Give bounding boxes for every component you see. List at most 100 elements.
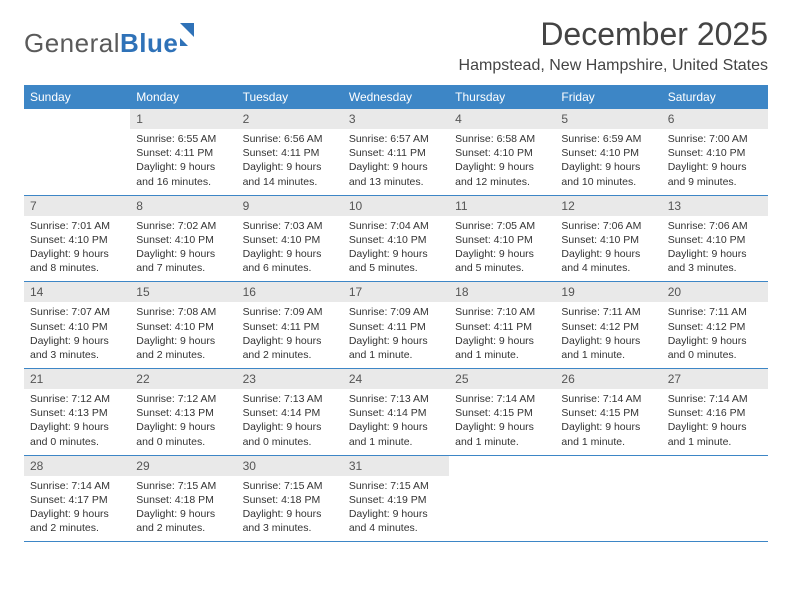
day-sunrise: Sunrise: 7:11 AM: [561, 305, 655, 319]
calendar-week: 21Sunrise: 7:12 AMSunset: 4:13 PMDayligh…: [24, 369, 768, 456]
calendar-day: 18Sunrise: 7:10 AMSunset: 4:11 PMDayligh…: [449, 282, 555, 368]
logo-text-blue: Blue: [120, 28, 178, 58]
day-number: 19: [555, 282, 661, 302]
day-sunrise: Sunrise: 7:13 AM: [349, 392, 443, 406]
logo: GeneralBlue: [24, 28, 202, 59]
day-info: Sunrise: 7:10 AMSunset: 4:11 PMDaylight:…: [449, 302, 555, 368]
calendar-day: 16Sunrise: 7:09 AMSunset: 4:11 PMDayligh…: [237, 282, 343, 368]
day-info: Sunrise: 6:58 AMSunset: 4:10 PMDaylight:…: [449, 129, 555, 195]
day-number: 21: [24, 369, 130, 389]
day-daylight1: Daylight: 9 hours: [30, 420, 124, 434]
calendar-day: 15Sunrise: 7:08 AMSunset: 4:10 PMDayligh…: [130, 282, 236, 368]
day-daylight1: Daylight: 9 hours: [561, 420, 655, 434]
day-number: 16: [237, 282, 343, 302]
day-number: 14: [24, 282, 130, 302]
calendar-day: 26Sunrise: 7:14 AMSunset: 4:15 PMDayligh…: [555, 369, 661, 455]
calendar-day-empty: [24, 109, 130, 195]
day-daylight2: and 14 minutes.: [243, 175, 337, 189]
day-daylight2: and 2 minutes.: [136, 348, 230, 362]
day-sunset: Sunset: 4:11 PM: [243, 146, 337, 160]
day-daylight2: and 1 minute.: [455, 348, 549, 362]
day-sunset: Sunset: 4:10 PM: [455, 146, 549, 160]
day-daylight1: Daylight: 9 hours: [668, 420, 762, 434]
day-info: Sunrise: 7:14 AMSunset: 4:16 PMDaylight:…: [662, 389, 768, 455]
day-daylight2: and 5 minutes.: [455, 261, 549, 275]
day-info: Sunrise: 7:14 AMSunset: 4:15 PMDaylight:…: [555, 389, 661, 455]
day-info: Sunrise: 6:59 AMSunset: 4:10 PMDaylight:…: [555, 129, 661, 195]
day-daylight2: and 8 minutes.: [30, 261, 124, 275]
day-sunset: Sunset: 4:10 PM: [136, 233, 230, 247]
day-number: 28: [24, 456, 130, 476]
day-sunset: Sunset: 4:15 PM: [561, 406, 655, 420]
day-sunrise: Sunrise: 7:15 AM: [136, 479, 230, 493]
day-number: 12: [555, 196, 661, 216]
logo-mark-icon: [180, 23, 202, 45]
calendar-day: 25Sunrise: 7:14 AMSunset: 4:15 PMDayligh…: [449, 369, 555, 455]
day-daylight1: Daylight: 9 hours: [455, 247, 549, 261]
calendar-day-empty: [449, 456, 555, 542]
day-info: Sunrise: 7:11 AMSunset: 4:12 PMDaylight:…: [662, 302, 768, 368]
day-daylight2: and 2 minutes.: [243, 348, 337, 362]
day-number: 27: [662, 369, 768, 389]
page: GeneralBlue December 2025 Hampstead, New…: [0, 0, 792, 612]
day-info: Sunrise: 7:09 AMSunset: 4:11 PMDaylight:…: [343, 302, 449, 368]
day-sunrise: Sunrise: 6:59 AM: [561, 132, 655, 146]
day-daylight2: and 1 minute.: [349, 435, 443, 449]
day-daylight2: and 7 minutes.: [136, 261, 230, 275]
day-daylight1: Daylight: 9 hours: [136, 420, 230, 434]
day-sunrise: Sunrise: 7:12 AM: [30, 392, 124, 406]
calendar-day: 10Sunrise: 7:04 AMSunset: 4:10 PMDayligh…: [343, 196, 449, 282]
day-number: 4: [449, 109, 555, 129]
calendar-day: 3Sunrise: 6:57 AMSunset: 4:11 PMDaylight…: [343, 109, 449, 195]
day-sunrise: Sunrise: 7:10 AM: [455, 305, 549, 319]
day-daylight1: Daylight: 9 hours: [136, 334, 230, 348]
day-sunset: Sunset: 4:11 PM: [455, 320, 549, 334]
day-sunrise: Sunrise: 7:06 AM: [561, 219, 655, 233]
day-number: 2: [237, 109, 343, 129]
day-daylight1: Daylight: 9 hours: [243, 334, 337, 348]
day-daylight1: Daylight: 9 hours: [243, 420, 337, 434]
day-daylight1: Daylight: 9 hours: [349, 334, 443, 348]
calendar-week: 7Sunrise: 7:01 AMSunset: 4:10 PMDaylight…: [24, 196, 768, 283]
day-sunrise: Sunrise: 6:57 AM: [349, 132, 443, 146]
day-daylight2: and 12 minutes.: [455, 175, 549, 189]
day-daylight2: and 0 minutes.: [136, 435, 230, 449]
day-info: Sunrise: 7:01 AMSunset: 4:10 PMDaylight:…: [24, 216, 130, 282]
day-sunset: Sunset: 4:19 PM: [349, 493, 443, 507]
day-daylight2: and 4 minutes.: [561, 261, 655, 275]
day-daylight2: and 10 minutes.: [561, 175, 655, 189]
day-sunset: Sunset: 4:10 PM: [668, 146, 762, 160]
calendar-day: 23Sunrise: 7:13 AMSunset: 4:14 PMDayligh…: [237, 369, 343, 455]
day-daylight1: Daylight: 9 hours: [349, 247, 443, 261]
day-number: 9: [237, 196, 343, 216]
day-sunset: Sunset: 4:10 PM: [349, 233, 443, 247]
calendar-day-empty: [555, 456, 661, 542]
day-sunrise: Sunrise: 7:14 AM: [30, 479, 124, 493]
day-sunset: Sunset: 4:11 PM: [349, 146, 443, 160]
day-number: 30: [237, 456, 343, 476]
day-number: 1: [130, 109, 236, 129]
day-daylight1: Daylight: 9 hours: [243, 507, 337, 521]
day-header: Tuesday: [237, 85, 343, 109]
day-number: 10: [343, 196, 449, 216]
calendar-day: 17Sunrise: 7:09 AMSunset: 4:11 PMDayligh…: [343, 282, 449, 368]
day-number: 22: [130, 369, 236, 389]
day-sunset: Sunset: 4:14 PM: [243, 406, 337, 420]
day-sunrise: Sunrise: 7:15 AM: [349, 479, 443, 493]
day-info: Sunrise: 6:55 AMSunset: 4:11 PMDaylight:…: [130, 129, 236, 195]
calendar-day: 11Sunrise: 7:05 AMSunset: 4:10 PMDayligh…: [449, 196, 555, 282]
day-sunset: Sunset: 4:10 PM: [561, 146, 655, 160]
calendar-day: 28Sunrise: 7:14 AMSunset: 4:17 PMDayligh…: [24, 456, 130, 542]
day-daylight2: and 0 minutes.: [243, 435, 337, 449]
day-sunrise: Sunrise: 7:02 AM: [136, 219, 230, 233]
logo-text-general: General: [24, 28, 120, 58]
day-sunset: Sunset: 4:12 PM: [561, 320, 655, 334]
day-header: Thursday: [449, 85, 555, 109]
calendar-day: 13Sunrise: 7:06 AMSunset: 4:10 PMDayligh…: [662, 196, 768, 282]
day-sunrise: Sunrise: 7:14 AM: [668, 392, 762, 406]
calendar-day: 2Sunrise: 6:56 AMSunset: 4:11 PMDaylight…: [237, 109, 343, 195]
calendar-day: 19Sunrise: 7:11 AMSunset: 4:12 PMDayligh…: [555, 282, 661, 368]
day-sunrise: Sunrise: 7:09 AM: [349, 305, 443, 319]
day-daylight1: Daylight: 9 hours: [136, 507, 230, 521]
day-daylight1: Daylight: 9 hours: [30, 247, 124, 261]
